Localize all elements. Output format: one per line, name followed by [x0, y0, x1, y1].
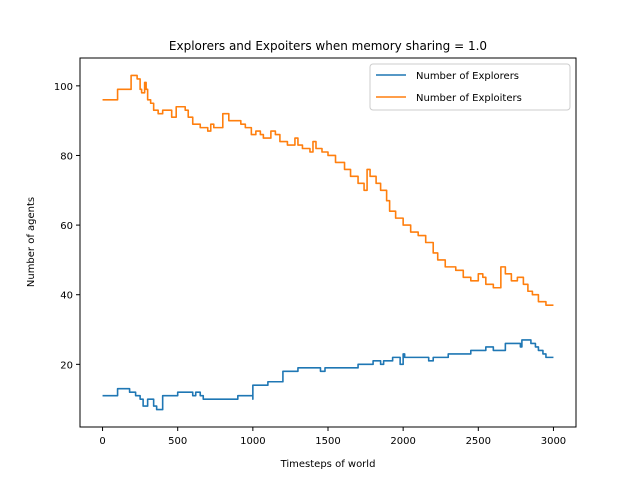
- series-line-exploiters: [102, 74, 554, 306]
- x-tick-label: 1500: [315, 436, 340, 447]
- legend: Number of Explorers Number of Exploiters: [369, 63, 571, 111]
- x-tick-label: 2000: [390, 436, 415, 447]
- x-tick-label: 1000: [240, 436, 265, 447]
- y-axis-label: Number of agents: [26, 197, 37, 287]
- legend-label-exploiters: Number of Exploiters: [416, 93, 522, 104]
- x-tick-label: 500: [168, 436, 187, 447]
- y-tick-label: 80: [60, 151, 73, 162]
- x-tick-label: 3000: [541, 436, 566, 447]
- y-tick-label: 60: [60, 221, 73, 232]
- series-line-explorers: [102, 339, 554, 411]
- x-tick-label: 2500: [466, 436, 491, 447]
- chart-title: Explorers and Expoiters when memory shar…: [169, 39, 487, 53]
- legend-box: [369, 63, 571, 111]
- y-tick-label: 20: [60, 360, 73, 371]
- legend-label-explorers: Number of Explorers: [416, 71, 519, 82]
- y-tick-label: 40: [60, 291, 73, 302]
- x-axis-ticks: 0 500 1000 1500 2000 2500 3000: [99, 427, 566, 447]
- y-axis-ticks: 20 40 60 80 100: [54, 82, 80, 371]
- x-axis-label: Timesteps of world: [280, 459, 376, 470]
- series-layer: [102, 74, 554, 411]
- y-tick-label: 100: [54, 82, 73, 93]
- x-tick-label: 0: [99, 436, 105, 447]
